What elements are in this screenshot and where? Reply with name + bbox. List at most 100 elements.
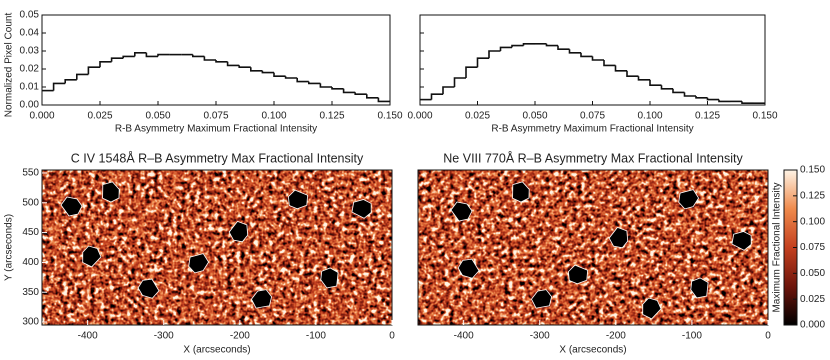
colorbar-tick-label: 0.100: [800, 216, 825, 227]
histogram-step: [442, 86, 455, 95]
x-tick-label: -200: [230, 331, 250, 342]
contour-region: [731, 231, 752, 251]
histogram-step: [296, 78, 309, 83]
contour-region: [608, 226, 629, 249]
histogram-step: [591, 56, 604, 61]
contour-region: [450, 201, 473, 222]
histogram-step: [64, 79, 77, 84]
y-tick-label: 0.04: [20, 28, 40, 39]
x-tick-label: 0.025: [465, 111, 490, 122]
histogram-step: [476, 57, 489, 68]
x-tick-label: 0.075: [203, 111, 228, 122]
histogram-step: [706, 97, 719, 101]
histogram-step: [626, 70, 639, 77]
contour-region: [568, 264, 589, 285]
histogram-step: [465, 66, 478, 78]
x-tick-label: 0: [765, 331, 771, 342]
contour-region: [102, 181, 120, 203]
histogram-step: [192, 54, 205, 58]
contour-region: [228, 220, 249, 243]
x-axis-label: R-B Asymmetry Maximum Fractional Intensi…: [491, 124, 693, 135]
x-tick-label: 0.150: [752, 111, 777, 122]
histogram-step: [110, 57, 124, 62]
histogram-step: [511, 44, 524, 48]
x-tick-label: -400: [454, 331, 474, 342]
histogram-step: [122, 55, 135, 59]
histogram-step: [672, 88, 685, 94]
histogram-step: [238, 65, 251, 68]
histogram-step: [637, 76, 650, 81]
y-axis-label: Normalized Pixel Count: [4, 13, 15, 118]
colorbar-tick-label: 0.075: [800, 242, 825, 253]
contour-region: [678, 189, 700, 210]
histogram-step: [145, 52, 158, 58]
histogram-step: [99, 61, 112, 68]
histogram-step: [342, 88, 356, 94]
contour-region: [690, 277, 709, 299]
y-tick-label: 0.00: [20, 100, 40, 111]
x-tick-label: 0.000: [29, 111, 54, 122]
colorbar-tick-label: 0.125: [800, 190, 825, 201]
contour-region: [251, 289, 273, 309]
histogram-step: [649, 79, 662, 86]
x-tick-label: 0.050: [145, 111, 170, 122]
map-title: C IV 1548Å R–B Asymmetry Max Fractional …: [71, 150, 364, 165]
histogram-step: [215, 60, 228, 63]
x-axis-label: X (arcseconds): [559, 345, 626, 356]
colorbar-tick-label: 0.000: [800, 320, 825, 331]
x-tick-label: -100: [682, 331, 702, 342]
contour-region: [188, 253, 210, 274]
colorbar-label: Maximum Fractional Intensity: [772, 182, 783, 312]
y-tick-label: 550: [22, 168, 39, 179]
contour-region: [137, 278, 160, 299]
y-tick-label: 500: [22, 197, 39, 208]
histogram-step: [319, 83, 332, 88]
histogram-step: [453, 77, 466, 87]
histogram-step: [741, 101, 754, 104]
histogram-step: [430, 93, 443, 100]
histogram-step: [308, 81, 321, 85]
x-axis-label: X (arcseconds): [183, 345, 250, 356]
y-tick-label: 0.02: [20, 64, 40, 75]
contour-region: [531, 289, 553, 309]
y-tick-label: 400: [22, 257, 39, 268]
x-tick-label: -100: [306, 331, 326, 342]
contour-region: [60, 196, 83, 217]
contour-region: [512, 181, 530, 203]
x-tick-label: 0.150: [377, 111, 402, 122]
x-tick-label: 0.100: [261, 111, 286, 122]
histogram-step: [614, 65, 627, 72]
histogram-step: [52, 82, 66, 91]
histogram-step: [354, 92, 367, 95]
histogram-step: [76, 73, 89, 80]
x-tick-label: -400: [78, 331, 98, 342]
x-tick-label: -300: [530, 331, 550, 342]
x-axis-label: R-B Asymmetry Maximum Fractional Intensi…: [115, 124, 317, 135]
x-tick-label: 0.125: [319, 111, 344, 122]
colorbar-tick-label: 0.150: [800, 165, 825, 176]
y-axis-label: Y (arcseconds): [4, 214, 15, 281]
histogram-step: [273, 72, 286, 77]
x-tick-label: -200: [606, 331, 626, 342]
x-tick-label: 0: [389, 331, 395, 342]
histogram-step: [718, 99, 731, 103]
histogram-step: [695, 96, 708, 99]
y-tick-label: 0.01: [20, 82, 40, 93]
histogram-step: [250, 67, 263, 72]
plot-frame: [41, 169, 393, 326]
y-tick-label: 0.03: [20, 46, 40, 57]
histogram-step: [134, 52, 147, 57]
contour-region: [288, 189, 309, 210]
y-tick-label: 300: [22, 317, 39, 328]
x-tick-label: 0.125: [695, 111, 720, 122]
histogram-step: [226, 61, 240, 67]
histogram-step: [683, 92, 696, 97]
histogram-step: [366, 94, 379, 99]
histogram-step: [377, 97, 390, 103]
histogram-step: [660, 85, 673, 90]
histogram-step: [331, 87, 344, 90]
contour-region: [457, 258, 480, 279]
intensity-map: [42, 170, 392, 325]
colorbar-tick-label: 0.050: [800, 268, 825, 279]
